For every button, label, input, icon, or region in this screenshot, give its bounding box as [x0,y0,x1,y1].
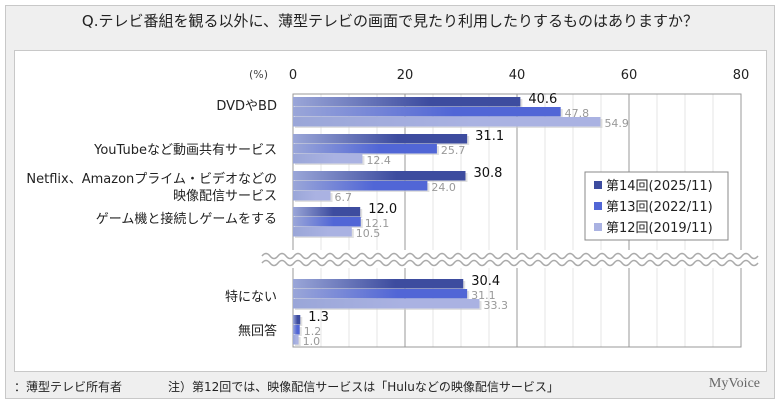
bar [293,325,300,335]
bar [293,299,480,309]
data-label: 25.7 [441,144,466,157]
category-label: Netflix、Amazonプライム・ビデオなどの [26,171,277,187]
bar [293,181,428,191]
bar [293,207,361,217]
legend-swatch [594,202,602,210]
bar [293,154,363,164]
category-label: 映像配信サービス [173,189,277,204]
bar [293,227,352,237]
data-label: 31.1 [471,289,496,302]
bar [293,134,468,144]
data-label: 40.6 [528,92,557,107]
bar [293,107,561,117]
base-note: ：薄型テレビ所有者 [14,380,123,394]
bar [293,117,601,127]
data-label: 1.3 [308,310,329,325]
bar [293,335,299,345]
axis-break-wave [261,259,759,267]
data-label: 1.0 [303,335,321,348]
data-label: 47.8 [565,107,590,120]
legend-swatch [594,181,602,189]
legend-swatch [594,223,602,231]
category-label: DVDやBD [216,99,277,114]
data-label: 33.3 [483,299,508,312]
axis-break-bg [260,250,760,268]
category-label: 無回答 [238,323,277,339]
myvoice-logo: MyVoice [708,376,760,391]
data-label: 30.4 [471,274,500,289]
data-label: 12.1 [365,217,390,230]
data-label: 12.0 [368,202,397,217]
bar [293,144,437,154]
legend-box [584,171,729,241]
bar [293,315,301,325]
bar [293,289,468,299]
bar [293,279,464,289]
data-label: 12.4 [366,154,391,167]
data-label: 10.5 [356,227,381,240]
x-tick-label: 0 [289,68,297,83]
category-label: YouTubeなど動画共有サービス [93,143,277,158]
bar [293,217,361,227]
category-label: ゲーム機と接続しゲームをする [96,211,277,227]
x-tick-label: 20 [397,68,414,83]
legend-label: 第14回(2025/11) [606,179,713,194]
bar [293,171,466,181]
x-tick-label: 80 [733,68,750,83]
footnote: 注）第12回では、映像配信サービスは「Huluなどの映像配信サービス」 [168,380,559,394]
data-label: 54.9 [604,117,629,130]
bar [293,191,331,201]
chart-title: Q.テレビ番組を観る以外に、薄型テレビの画面で見たり利用したりするものはあります… [81,12,699,30]
category-label: 特にない [225,290,277,305]
data-label: 31.1 [475,129,504,144]
legend-label: 第12回(2019/11) [606,221,713,236]
axis-break-wave [261,252,759,260]
data-label: 24.0 [431,181,456,194]
bar [293,97,521,107]
unit-label: (%) [249,68,268,81]
x-tick-label: 40 [509,68,526,83]
data-label: 30.8 [473,166,502,181]
data-label: 6.7 [335,191,353,204]
data-label: 1.2 [304,325,322,338]
x-tick-label: 60 [621,68,638,83]
legend-label: 第13回(2022/11) [606,200,713,215]
